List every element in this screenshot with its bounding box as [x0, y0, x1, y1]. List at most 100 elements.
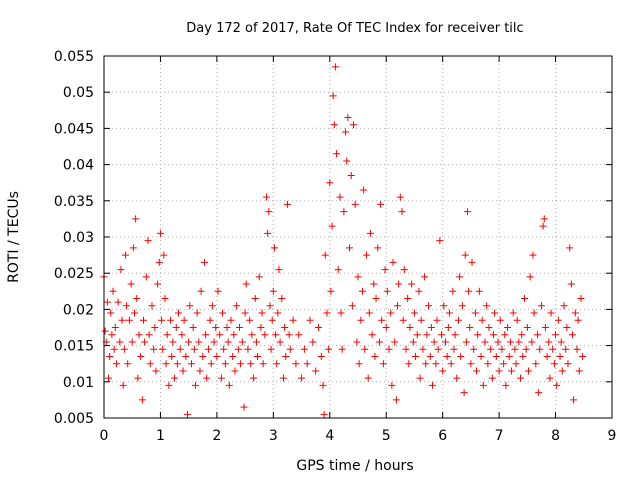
data-point: [368, 331, 376, 339]
data-point: [366, 229, 374, 237]
data-point: [351, 200, 359, 208]
data-point: [207, 360, 215, 368]
data-point: [523, 324, 531, 331]
data-point: [465, 287, 473, 295]
data-point: [360, 186, 368, 194]
data-point: [406, 324, 414, 331]
data-point: [385, 345, 393, 353]
data-point: [163, 331, 171, 339]
data-point: [549, 345, 557, 353]
data-point: [182, 352, 190, 360]
data-point: [217, 374, 225, 382]
data-point: [543, 352, 551, 360]
data-point: [337, 309, 345, 317]
data-point: [477, 352, 485, 360]
data-point: [128, 338, 136, 346]
data-point: [425, 302, 433, 310]
data-point: [156, 229, 164, 237]
data-point: [441, 338, 449, 346]
data-point: [171, 374, 179, 382]
data-point: [513, 316, 521, 324]
chart-title: Day 172 of 2017, Rate Of TEC Index for r…: [186, 21, 523, 36]
data-point: [554, 316, 562, 324]
data-point: [535, 389, 543, 397]
data-point: [231, 367, 239, 375]
data-point: [475, 287, 483, 295]
data-point: [242, 280, 250, 288]
data-point: [160, 251, 168, 259]
data-point: [320, 410, 328, 418]
data-point: [230, 331, 238, 339]
data-point: [502, 381, 510, 389]
data-point: [509, 309, 517, 317]
data-point: [130, 309, 138, 317]
data-point: [492, 352, 500, 360]
data-point: [532, 360, 540, 368]
data-point: [214, 287, 222, 295]
data-point: [282, 352, 290, 360]
data-point: [468, 258, 476, 266]
data-point: [574, 316, 582, 324]
data-point: [566, 244, 574, 252]
data-point: [190, 345, 198, 353]
data-point: [114, 298, 122, 306]
data-point: [112, 360, 120, 368]
data-point: [206, 316, 214, 324]
data-point: [110, 345, 118, 353]
data-point: [309, 338, 317, 346]
data-point: [133, 295, 141, 303]
data-point: [107, 309, 115, 317]
data-point: [265, 208, 273, 216]
data-point: [234, 345, 242, 353]
data-point: [395, 280, 403, 288]
data-point: [264, 229, 272, 237]
data-point: [193, 309, 201, 317]
data-point: [137, 352, 145, 360]
data-point: [328, 222, 336, 230]
data-point: [289, 316, 297, 324]
data-point: [457, 352, 465, 360]
data-point: [547, 309, 555, 317]
data-point: [346, 244, 354, 252]
data-point: [567, 280, 575, 288]
data-point: [138, 396, 146, 404]
data-point: [333, 150, 341, 158]
data-point: [433, 316, 441, 324]
data-point: [219, 309, 227, 317]
x-tick-label: 1: [156, 428, 165, 444]
x-tick-label: 6: [438, 428, 447, 444]
data-point: [526, 273, 534, 281]
data-point: [451, 331, 459, 339]
data-point: [161, 295, 169, 303]
data-point: [127, 280, 135, 288]
data-point: [235, 324, 243, 331]
y-tick-label: 0.035: [54, 194, 94, 210]
data-point: [255, 273, 263, 281]
data-point: [377, 200, 385, 208]
data-point: [545, 338, 553, 346]
y-tick-label: 0.03: [63, 230, 94, 246]
data-point: [327, 287, 335, 295]
data-point: [560, 302, 568, 310]
data-point: [237, 360, 245, 368]
y-tick-label: 0.045: [54, 121, 94, 137]
data-point: [365, 309, 373, 317]
data-point: [349, 121, 357, 129]
data-point: [570, 396, 578, 404]
data-point: [281, 324, 289, 331]
data-point: [432, 360, 440, 368]
data-point: [479, 381, 487, 389]
data-point: [120, 345, 128, 353]
data-point: [176, 345, 184, 353]
data-point: [144, 237, 152, 245]
data-point: [179, 367, 187, 375]
y-axis: 0.005 0.01 0.015 0.02 0.025 0.03 0.035 0.04 0.04…: [54, 49, 612, 427]
data-point: [453, 374, 461, 382]
data-point: [172, 324, 180, 331]
data-point: [208, 302, 216, 310]
data-point: [381, 266, 389, 274]
data-point: [213, 352, 221, 360]
data-point: [348, 302, 356, 310]
data-point: [246, 316, 254, 324]
data-point: [325, 345, 333, 353]
